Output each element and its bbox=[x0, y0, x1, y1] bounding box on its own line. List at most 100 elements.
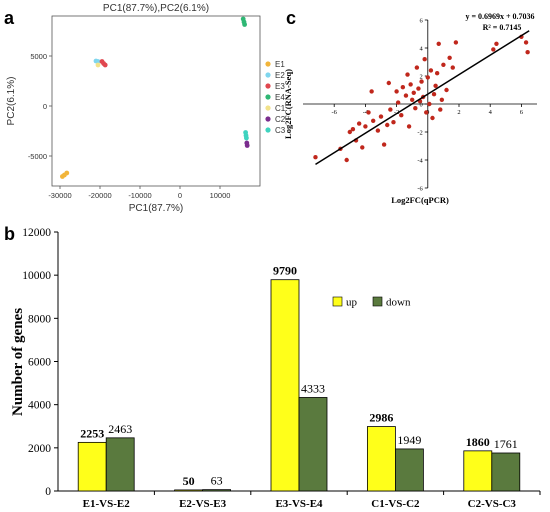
correlation-point bbox=[419, 79, 424, 84]
pca-legend-marker bbox=[265, 116, 271, 122]
bar-legend-label-up: up bbox=[346, 297, 358, 309]
correlation-point bbox=[428, 68, 434, 73]
bar-legend-swatch-down bbox=[372, 296, 383, 307]
pca-legend-label: E2 bbox=[275, 71, 285, 80]
correlation-point bbox=[381, 142, 387, 147]
correlation-point bbox=[350, 127, 356, 132]
correlation-point bbox=[413, 106, 418, 111]
correlation-point bbox=[371, 118, 376, 124]
pca-chart: PC1(87.7%),PC2(6.1%) PC1(87.7%) PC2(6.1%… bbox=[6, 3, 286, 214]
bar-up bbox=[174, 489, 204, 492]
pca-legend-label: C3 bbox=[275, 126, 286, 135]
correlation-y-tick-label: 6 bbox=[420, 18, 424, 25]
correlation-point bbox=[344, 157, 349, 163]
pca-point-c2 bbox=[244, 143, 250, 148]
bar-value-label-down: 63 bbox=[211, 474, 223, 488]
pca-legend-marker bbox=[265, 83, 271, 89]
bar-y-tick-label: 0 bbox=[45, 486, 51, 498]
correlation-point bbox=[447, 55, 452, 60]
bar-down bbox=[105, 437, 135, 492]
bar-down bbox=[202, 489, 232, 492]
correlation-point bbox=[439, 97, 445, 103]
correlation-point bbox=[313, 155, 318, 160]
bar-y-tick-label: 2000 bbox=[28, 443, 51, 455]
bar-up bbox=[77, 441, 107, 492]
correlation-point bbox=[494, 41, 499, 46]
bar-value-label-down: 1949 bbox=[397, 433, 421, 447]
correlation-point bbox=[360, 145, 365, 150]
correlation-point bbox=[356, 121, 362, 126]
pca-y-tick-label: 5000 bbox=[30, 52, 47, 61]
correlation-point bbox=[436, 41, 441, 46]
correlation-point bbox=[406, 124, 412, 129]
correlation-point bbox=[410, 97, 415, 103]
correlation-point bbox=[366, 110, 371, 115]
bar-ylabel: Number of genes bbox=[10, 308, 26, 416]
correlation-point bbox=[369, 89, 374, 94]
correlation-y-tick-label: 0 bbox=[420, 102, 423, 109]
correlation-point bbox=[433, 83, 438, 89]
pca-point-e1 bbox=[64, 170, 70, 176]
correlation-x-tick-label: -6 bbox=[331, 109, 337, 116]
correlation-point bbox=[434, 71, 440, 76]
bar-y-tick-label: 8000 bbox=[28, 313, 51, 325]
pca-axis-ticks: -30000 -20000 -10000 0 10000 -5000 0 5000 bbox=[28, 52, 231, 200]
pca-ylabel: PC2(6.1%) bbox=[6, 77, 17, 126]
bar-value-label-down: 2463 bbox=[108, 422, 132, 436]
bar-y-tick-label: 12000 bbox=[22, 227, 51, 239]
bar-value-label-down: 1761 bbox=[494, 437, 518, 451]
bar-legend: up down bbox=[332, 296, 411, 309]
correlation-y-tick-label: -6 bbox=[417, 186, 423, 193]
pca-legend-label: C1 bbox=[275, 104, 286, 113]
bar-category-label: E2-VS-E3 bbox=[179, 498, 227, 510]
pca-x-tick-label: -20000 bbox=[88, 191, 111, 200]
correlation-point bbox=[431, 92, 437, 97]
pca-x-tick-label: 0 bbox=[178, 191, 182, 200]
correlation-point bbox=[394, 89, 399, 94]
correlation-point bbox=[444, 87, 449, 93]
correlation-point bbox=[523, 40, 529, 45]
correlation-point bbox=[378, 114, 384, 119]
pca-legend-label: C2 bbox=[275, 115, 286, 124]
correlation-point bbox=[422, 57, 427, 62]
correlation-point bbox=[395, 100, 401, 105]
correlation-y-tick-label: -2 bbox=[417, 130, 422, 137]
correlation-point bbox=[438, 107, 443, 112]
panel-label-a: a bbox=[4, 8, 15, 28]
pca-point-e4 bbox=[242, 22, 248, 27]
correlation-trendline bbox=[315, 30, 530, 166]
bar-down bbox=[394, 448, 424, 492]
bar-down bbox=[298, 397, 328, 492]
pca-plot-frame bbox=[51, 15, 261, 187]
bar-up bbox=[270, 279, 300, 492]
bar-y-tick-label: 4000 bbox=[28, 400, 51, 412]
bar-category-label: E1-VS-E2 bbox=[83, 498, 131, 510]
correlation-point bbox=[388, 107, 393, 112]
pca-points bbox=[60, 16, 250, 179]
correlation-y-tick-label: -4 bbox=[417, 158, 423, 165]
bar-up bbox=[463, 450, 493, 492]
bar-category-label: C1-VS-C2 bbox=[371, 498, 420, 510]
panel-label-c: c bbox=[286, 8, 296, 28]
trendline-equation: y = 0.6969x + 0.7036 bbox=[465, 12, 534, 21]
pca-legend-marker bbox=[265, 127, 271, 133]
bar-value-label-down: 4333 bbox=[301, 381, 325, 395]
bar-axes: 0 2000 4000 6000 8000 10000 12000 E1-VS-E2 E2-VS… bbox=[22, 227, 541, 510]
bar-y-tick-label: 10000 bbox=[22, 270, 51, 282]
pca-legend-label: E4 bbox=[275, 93, 285, 102]
pca-title: PC1(87.7%),PC2(6.1%) bbox=[103, 3, 209, 14]
correlation-point bbox=[403, 93, 409, 98]
correlation-point bbox=[425, 75, 430, 80]
correlation-point bbox=[430, 115, 435, 121]
bar-up bbox=[366, 426, 396, 492]
pca-y-tick-label: 0 bbox=[43, 102, 47, 111]
correlation-point bbox=[416, 86, 421, 91]
correlation-point bbox=[405, 72, 410, 77]
correlation-point bbox=[424, 110, 429, 115]
correlation-point bbox=[391, 120, 396, 125]
pca-legend-label: E3 bbox=[275, 82, 285, 91]
correlation-point bbox=[385, 122, 390, 128]
pca-x-tick-label: -30000 bbox=[48, 191, 71, 200]
